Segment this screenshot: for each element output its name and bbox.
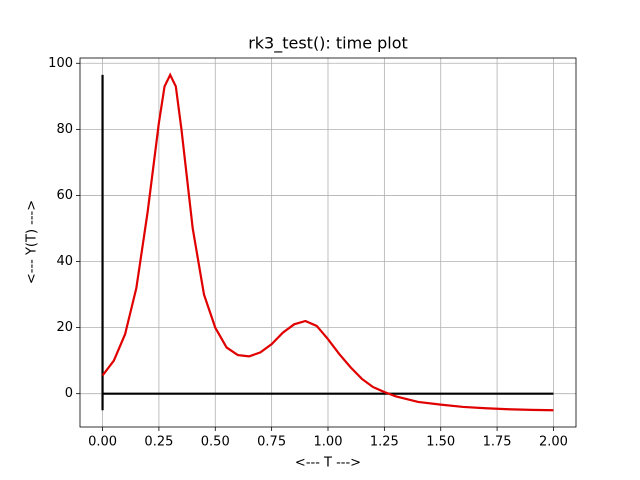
x-tick-label: 1.25 xyxy=(370,435,399,450)
x-tick-label: 0.50 xyxy=(201,435,230,450)
x-tick-label: 2.00 xyxy=(539,435,568,450)
y-tick-label: 100 xyxy=(48,56,73,71)
y-tick-label: 20 xyxy=(56,320,73,335)
x-axis-label: <--- T ---> xyxy=(295,456,361,471)
y-axis-label: <--- Y(T) ---> xyxy=(25,200,40,284)
x-tick-label: 1.75 xyxy=(483,435,512,450)
x-tick-label: 0.75 xyxy=(257,435,286,450)
y-tick-label: 0 xyxy=(65,386,73,401)
x-tick-label: 0.25 xyxy=(144,435,173,450)
y-tick-label: 80 xyxy=(56,122,73,137)
data-line xyxy=(101,72,554,412)
x-tick-label: 0.00 xyxy=(88,435,117,450)
x-tick-label: 1.00 xyxy=(314,435,343,450)
plot-frame xyxy=(79,57,577,428)
y-tick-label: 40 xyxy=(56,254,73,269)
x-tick-label: 1.50 xyxy=(426,435,455,450)
chart-title: rk3_test(): time plot xyxy=(248,34,408,54)
y-tick-label: 60 xyxy=(56,188,73,203)
